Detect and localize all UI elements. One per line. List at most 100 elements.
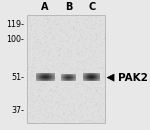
Point bbox=[79, 28, 82, 30]
Point bbox=[73, 53, 75, 56]
Point bbox=[46, 44, 48, 46]
Point bbox=[34, 17, 37, 19]
Point bbox=[36, 20, 38, 22]
Point bbox=[70, 113, 72, 115]
Point bbox=[95, 113, 98, 116]
Point bbox=[33, 54, 36, 56]
Point bbox=[97, 38, 99, 40]
Point bbox=[78, 52, 81, 54]
Point bbox=[40, 59, 43, 61]
Point bbox=[77, 55, 80, 57]
Point bbox=[88, 15, 90, 17]
Point bbox=[48, 106, 50, 108]
Point bbox=[82, 85, 85, 87]
Point bbox=[68, 77, 70, 79]
Point bbox=[100, 116, 103, 118]
Point bbox=[102, 93, 104, 95]
Point bbox=[76, 67, 78, 69]
Point bbox=[51, 91, 53, 93]
Point bbox=[61, 37, 63, 39]
Point bbox=[53, 55, 55, 57]
Point bbox=[94, 26, 96, 28]
Point bbox=[61, 71, 64, 73]
Point bbox=[54, 90, 56, 92]
Point bbox=[68, 20, 70, 22]
Point bbox=[88, 92, 91, 94]
Point bbox=[79, 112, 81, 115]
Point bbox=[74, 29, 76, 31]
Point bbox=[83, 108, 85, 110]
Point bbox=[82, 23, 85, 25]
Point bbox=[91, 34, 93, 36]
Point bbox=[80, 82, 83, 84]
Point bbox=[54, 14, 57, 16]
Point bbox=[71, 67, 73, 69]
Point bbox=[80, 103, 82, 105]
Point bbox=[57, 54, 59, 57]
Point bbox=[92, 116, 94, 118]
Point bbox=[97, 105, 99, 107]
Point bbox=[55, 121, 57, 123]
Point bbox=[66, 54, 69, 56]
Point bbox=[69, 90, 71, 92]
Point bbox=[42, 86, 44, 88]
Point bbox=[92, 53, 95, 55]
Point bbox=[42, 78, 45, 80]
Point bbox=[47, 86, 49, 88]
Point bbox=[60, 103, 62, 105]
Point bbox=[60, 96, 62, 98]
Point bbox=[60, 73, 62, 76]
Point bbox=[56, 85, 58, 87]
Point bbox=[83, 68, 85, 70]
Point bbox=[83, 84, 85, 86]
Point bbox=[96, 20, 99, 22]
Point bbox=[77, 39, 80, 41]
Point bbox=[88, 42, 90, 44]
Point bbox=[60, 40, 63, 42]
Point bbox=[56, 24, 59, 26]
Point bbox=[52, 57, 54, 59]
Point bbox=[85, 42, 87, 44]
Point bbox=[90, 33, 92, 35]
Point bbox=[97, 100, 99, 102]
Point bbox=[29, 90, 31, 92]
Point bbox=[51, 118, 54, 120]
Point bbox=[100, 82, 102, 84]
Point bbox=[37, 49, 39, 51]
Point bbox=[41, 83, 43, 85]
Point bbox=[39, 103, 41, 105]
Point bbox=[89, 49, 91, 51]
Point bbox=[62, 21, 65, 23]
Point bbox=[37, 96, 39, 98]
Point bbox=[97, 47, 100, 49]
Point bbox=[51, 65, 53, 67]
Point bbox=[40, 42, 42, 44]
Point bbox=[55, 99, 57, 101]
Point bbox=[42, 122, 45, 124]
Point bbox=[82, 83, 84, 85]
Point bbox=[47, 20, 50, 22]
Point bbox=[63, 46, 66, 48]
Point bbox=[44, 50, 47, 52]
Point bbox=[61, 73, 63, 75]
Point bbox=[40, 21, 43, 23]
Point bbox=[84, 110, 86, 112]
Point bbox=[54, 48, 56, 51]
Point bbox=[30, 120, 32, 122]
Point bbox=[43, 84, 45, 86]
Point bbox=[73, 71, 76, 73]
Point bbox=[86, 97, 88, 99]
Point bbox=[34, 110, 36, 112]
Point bbox=[79, 99, 81, 101]
Point bbox=[55, 46, 57, 48]
Point bbox=[101, 56, 103, 58]
Point bbox=[62, 17, 64, 19]
Point bbox=[76, 18, 78, 20]
Point bbox=[84, 95, 87, 97]
Point bbox=[49, 112, 52, 115]
Point bbox=[32, 66, 34, 68]
Point bbox=[94, 43, 97, 45]
Point bbox=[38, 36, 40, 38]
Point bbox=[67, 119, 70, 121]
Point bbox=[61, 46, 63, 48]
